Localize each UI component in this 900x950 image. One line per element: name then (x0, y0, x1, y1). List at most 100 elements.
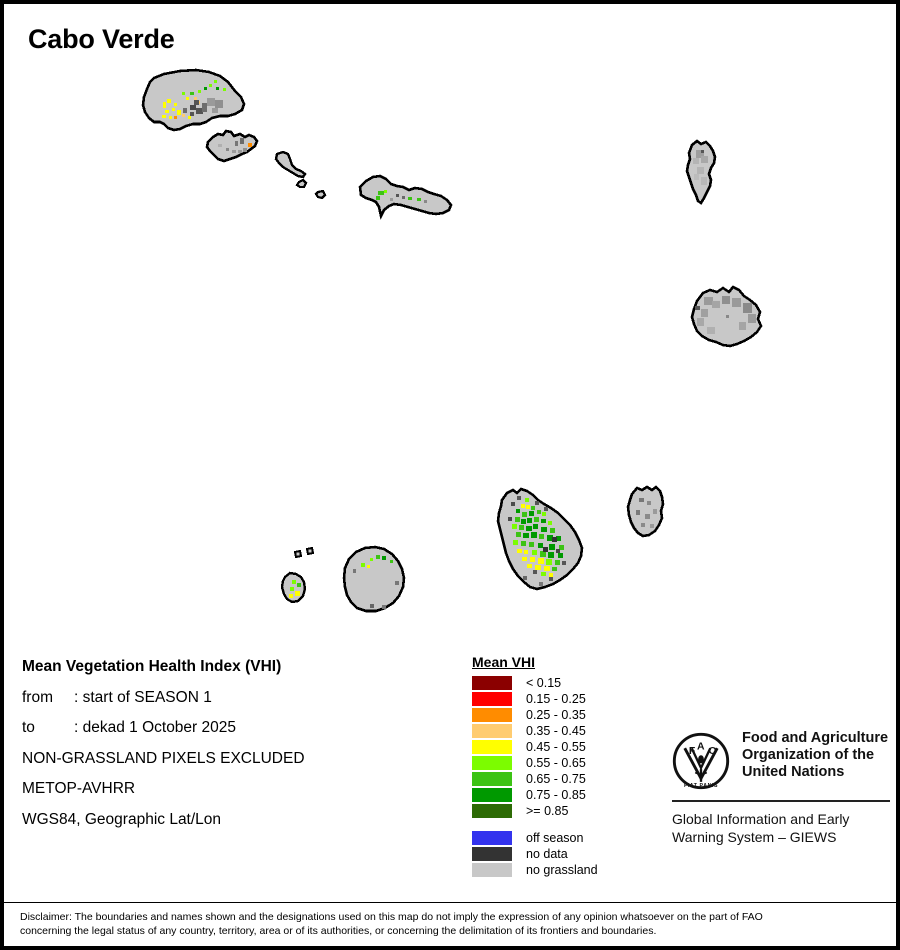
legend-item-8: >= 0.85 (472, 803, 662, 819)
island-maio (626, 485, 665, 538)
vhi-pixels-fogo (353, 555, 399, 609)
info-to-key: to (22, 719, 35, 736)
island-branco-islet (295, 178, 308, 189)
legend-label-6: 0.65 - 0.75 (526, 772, 586, 786)
island-outline-maio (626, 485, 665, 538)
island-sao-nicolau (358, 174, 453, 220)
legend-swatch-4 (472, 740, 512, 754)
island-outline-sao-nicolau (358, 174, 453, 220)
legend-label-0: < 0.15 (526, 676, 562, 690)
island-outline-branco-islet (295, 178, 308, 189)
legend-spacer (472, 819, 662, 830)
island-santo-antao (141, 68, 246, 132)
legend-label-1: 0.15 - 0.25 (526, 692, 586, 706)
disclaimer-divider (4, 902, 896, 903)
legend-swatch-no-grassland (472, 863, 512, 877)
legend-label-no-data: no data (526, 847, 568, 861)
legend-swatch-8 (472, 804, 512, 818)
island-raso-islet (314, 189, 327, 200)
legend-label-no-grassland: no grassland (526, 863, 598, 877)
vhi-pixels-sao-nicolau (376, 190, 427, 203)
vhi-pixels-santo-antao (162, 80, 226, 119)
legend-swatch-3 (472, 724, 512, 738)
disclaimer-line-2: concerning the legal status of any count… (20, 925, 657, 938)
svg-text:FIAT PANIS: FIAT PANIS (684, 783, 718, 789)
fao-org-line-1: Food and Agriculture (742, 730, 889, 746)
legend-item-no-grassland: no grassland (472, 862, 662, 878)
info-note-projection: WGS84, Geographic Lat/Lon (22, 810, 222, 828)
info-row-from: from : start of SEASON 1 (22, 688, 442, 706)
legend-item-0: < 0.15 (472, 675, 662, 691)
legend-item-4: 0.45 - 0.55 (472, 739, 662, 755)
fao-branding: F A O FIAT PANIS Food and Agriculture Or… (672, 730, 890, 846)
fao-org-line-3: United Nations (742, 764, 845, 781)
giews-line-1: Global Information and Early (672, 811, 850, 827)
legend-item-3: 0.35 - 0.45 (472, 723, 662, 739)
island-outline-islet-b (305, 546, 315, 556)
island-outline-santa-luzia (274, 150, 307, 179)
vhi-pixels-sao-vicente (218, 138, 252, 153)
island-santiago (496, 487, 584, 591)
no-data-pixels-boa-vista (695, 296, 756, 334)
legend-item-5: 0.55 - 0.65 (472, 755, 662, 771)
info-from-value: : start of SEASON 1 (74, 688, 212, 706)
legend-swatch-off-season (472, 831, 512, 845)
island-boa-vista (690, 285, 763, 348)
legend-swatch-5 (472, 756, 512, 770)
info-heading: Mean Vegetation Health Index (VHI) (22, 658, 282, 675)
legend-item-2: 0.25 - 0.35 (472, 707, 662, 723)
svg-text:O: O (709, 746, 717, 757)
legend-swatch-7 (472, 788, 512, 802)
map-canvas[interactable] (4, 4, 896, 664)
island-outline-islet-a (293, 549, 303, 559)
info-from-key: from (22, 688, 53, 706)
svg-text:F: F (689, 746, 695, 757)
island-outline-fogo (342, 545, 406, 613)
info-note-pixels: NON-GRASSLAND PIXELS EXCLUDED (22, 749, 305, 767)
legend-item-off-season: off season (472, 830, 662, 846)
page-title: Cabo Verde (28, 24, 175, 54)
island-santa-luzia (274, 150, 307, 179)
info-row-to: to : dekad 1 October 2025 (22, 720, 442, 736)
legend-swatch-0 (472, 676, 512, 690)
legend-label-2: 0.25 - 0.35 (526, 708, 586, 722)
legend: Mean VHI < 0.15 0.15 - 0.25 0.25 - 0.35 … (472, 654, 662, 878)
giews-line-2: Warning System – GIEWS (672, 828, 837, 845)
info-to-value: : dekad 1 October 2025 (74, 719, 237, 736)
legend-label-3: 0.35 - 0.45 (526, 724, 586, 738)
legend-item-1: 0.15 - 0.25 (472, 691, 662, 707)
legend-swatch-1 (472, 692, 512, 706)
island-outline-raso-islet (314, 189, 327, 200)
svg-text:A: A (697, 741, 705, 752)
island-sal (685, 139, 717, 205)
legend-swatch-no-data (472, 847, 512, 861)
fao-org-line-2: Organization of the (742, 747, 875, 764)
legend-title: Mean VHI (472, 654, 536, 670)
legend-label-5: 0.55 - 0.65 (526, 756, 586, 770)
legend-label-7: 0.75 - 0.85 (526, 788, 586, 802)
legend-label-4: 0.45 - 0.55 (526, 740, 586, 754)
disclaimer: Disclaimer: The boundaries and names sho… (20, 910, 890, 939)
legend-item-no-data: no data (472, 846, 662, 862)
map-info-block: Mean Vegetation Health Index (VHI) from:… (22, 659, 442, 842)
island-outline-sao-vicente (205, 129, 259, 163)
legend-item-6: 0.65 - 0.75 (472, 771, 662, 787)
island-brava-islets (293, 546, 315, 559)
legend-label-8: >= 0.85 (526, 804, 569, 818)
island-sao-vicente (205, 129, 259, 163)
vhi-pixels-santiago (508, 496, 566, 586)
legend-swatch-2 (472, 708, 512, 722)
island-outline-santo-antao (141, 68, 246, 132)
fao-divider (672, 800, 890, 802)
no-data-pixels-sal (693, 150, 708, 185)
vhi-pixels-brava (289, 580, 301, 598)
island-fogo (342, 545, 406, 613)
disclaimer-line-1: Disclaimer: The boundaries and names sho… (20, 911, 763, 923)
info-note-sensor: METOP-AVHRR (22, 780, 136, 797)
legend-item-7: 0.75 - 0.85 (472, 787, 662, 803)
legend-swatch-6 (472, 772, 512, 786)
fao-logo-icon: F A O FIAT PANIS (672, 732, 730, 790)
legend-label-off-season: off season (526, 831, 584, 845)
island-brava (280, 571, 307, 604)
